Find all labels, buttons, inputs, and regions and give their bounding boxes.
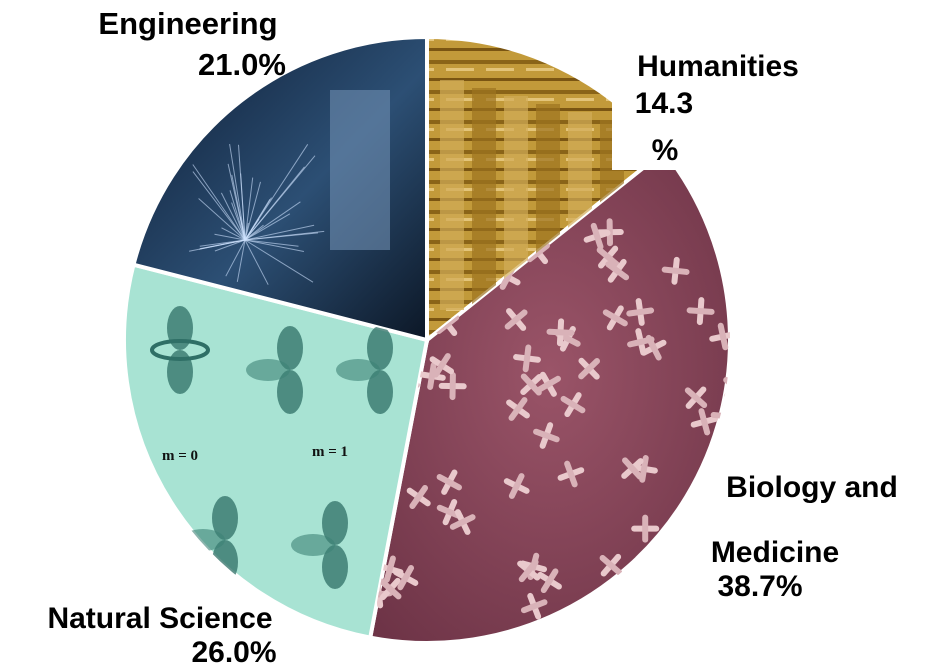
- chromosome-shape: [557, 460, 585, 488]
- chromosome-shape: [578, 357, 601, 380]
- humanities-label-background: [612, 42, 822, 170]
- spark-line: [220, 192, 246, 241]
- label-biology-name-line1: Biology and: [726, 471, 898, 504]
- spark-line: [244, 197, 272, 241]
- spark-line: [244, 239, 314, 283]
- label-biology-and-medicine: Biology and Medicine 38.7%: [711, 471, 898, 603]
- label-engineering-value: 21.0%: [198, 47, 286, 82]
- spark-line: [244, 181, 261, 241]
- label-natural-science: Natural Science 26.0%: [47, 602, 276, 666]
- label-engineering: Engineering 21.0%: [98, 6, 286, 82]
- chromosome-shape: [684, 386, 708, 409]
- chromosome-shape: [602, 305, 628, 331]
- label-biology-value: 38.7%: [717, 570, 802, 603]
- spark-line: [229, 190, 246, 241]
- label-humanities-value: 14.3: [635, 87, 693, 120]
- label-engineering-name: Engineering: [98, 6, 277, 41]
- chromosome-shape: [661, 256, 690, 285]
- chromosome-shape: [393, 564, 419, 591]
- book-spine: [440, 80, 464, 310]
- spark-line: [244, 239, 304, 252]
- spark-line: [236, 239, 246, 282]
- chromosome-shape: [605, 258, 630, 283]
- chromosome-shape: [436, 469, 463, 495]
- chromosome-shape: [560, 392, 586, 418]
- chromosome-shape: [631, 514, 660, 543]
- chromosome-shape: [686, 297, 715, 326]
- spark-line: [192, 164, 246, 241]
- chromosome-shape: [504, 308, 528, 331]
- orbital-label-m0: m = 0: [162, 448, 198, 464]
- chromosome-shape: [537, 568, 562, 594]
- orbital-label-m1: m = 1: [312, 444, 348, 460]
- chromosome-shape: [535, 371, 561, 397]
- chromosome-shape: [438, 372, 467, 401]
- label-natural-science-value: 26.0%: [191, 636, 276, 666]
- chromosome-shape: [645, 570, 674, 599]
- chromosome-shape: [626, 298, 655, 326]
- chromosome-shape: [503, 473, 530, 499]
- chromosome-shape: [709, 322, 731, 351]
- spark-line: [214, 233, 246, 241]
- orbital-shape: [291, 501, 348, 589]
- spark-line: [214, 239, 246, 252]
- spark-line: [244, 177, 254, 241]
- label-biology-name-line2: Medicine: [711, 536, 839, 569]
- orbital-shape: [150, 306, 210, 394]
- label-humanities: Humanities 14.3 %: [635, 50, 799, 167]
- label-humanities-name: Humanities: [637, 50, 799, 83]
- spark-line: [244, 213, 291, 241]
- chromosome-shape: [429, 353, 455, 378]
- spark-line: [225, 239, 246, 277]
- spark-line: [244, 239, 299, 247]
- book-spine: [472, 88, 496, 318]
- orbital-shape: [336, 326, 393, 414]
- spark-line: [227, 163, 246, 241]
- label-natural-science-name: Natural Science: [47, 602, 272, 635]
- chromosome-shape: [690, 408, 718, 436]
- chromosome-shape: [583, 222, 611, 250]
- spark-line: [229, 144, 246, 241]
- label-humanities-unit: %: [652, 134, 679, 167]
- spark-line: [238, 144, 246, 241]
- spark-line: [244, 239, 269, 285]
- chromosome-shape: [513, 344, 541, 373]
- chromosome-shape: [599, 553, 623, 577]
- spark-line: [244, 201, 301, 241]
- chromosome-shape: [621, 457, 644, 480]
- spark-line: [244, 224, 264, 241]
- chromosome-shape: [627, 328, 655, 356]
- spark-line: [244, 230, 325, 241]
- slice-decoration: [150, 80, 731, 620]
- chromosome-shape: [506, 397, 530, 421]
- chromosome-shape: [449, 509, 476, 535]
- machine-shape: [330, 90, 390, 250]
- spark-line: [221, 227, 246, 241]
- spark-line: [198, 198, 246, 241]
- chromosome-shape: [406, 484, 431, 510]
- chromosome-shape: [533, 422, 560, 449]
- chromosome-shape: [520, 592, 548, 620]
- spark-line: [244, 224, 315, 241]
- chromosome-shape: [418, 362, 446, 390]
- chromosome-shape: [596, 245, 620, 269]
- chromosome-shape: [517, 559, 541, 583]
- orbital-shape: [246, 326, 303, 414]
- chromosome-shape: [520, 373, 543, 396]
- spark-line: [192, 171, 246, 241]
- chromosome-shape: [662, 541, 689, 568]
- chromosome-shape: [379, 577, 402, 601]
- spark-line: [199, 239, 246, 247]
- chromosome-shape: [546, 318, 575, 347]
- spark-line: [244, 155, 316, 241]
